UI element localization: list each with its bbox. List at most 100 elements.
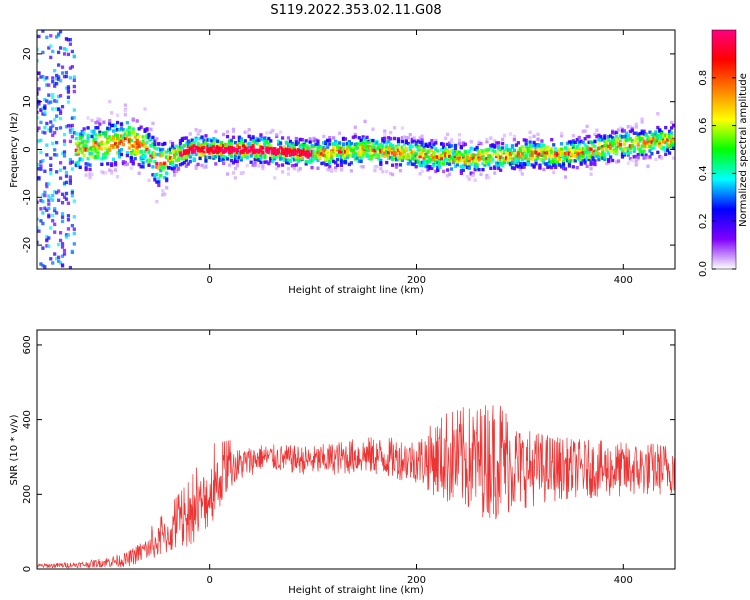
heatmap-cell xyxy=(137,140,141,145)
heatmap-cell xyxy=(491,153,495,157)
heatmap-cell xyxy=(379,148,383,153)
heatmap-cell xyxy=(316,142,320,146)
heatmap-cell xyxy=(37,116,39,120)
heatmap-cell xyxy=(487,157,491,162)
heatmap-cell xyxy=(172,155,177,159)
heatmap-cell xyxy=(616,128,621,132)
heatmap-cell xyxy=(39,219,43,223)
heatmap-cell xyxy=(251,136,255,141)
heatmap-cell xyxy=(391,144,395,149)
heatmap-cell xyxy=(68,265,72,269)
heatmap-cell xyxy=(96,120,100,124)
heatmap-cell xyxy=(408,159,412,163)
heatmap-cell xyxy=(412,149,416,153)
heatmap-cell xyxy=(642,149,646,153)
heatmap-cell xyxy=(202,153,206,157)
heatmap-cell xyxy=(343,137,348,141)
heatmap-cell xyxy=(104,146,108,151)
heatmap-cell xyxy=(406,136,410,140)
heatmap-cell xyxy=(57,94,61,99)
heatmap-cell xyxy=(68,178,72,183)
heatmap-cell xyxy=(78,147,82,151)
heatmap-cell xyxy=(208,147,212,151)
heatmap-cell xyxy=(53,131,57,135)
heatmap-cell xyxy=(463,157,467,162)
heatmap-cell xyxy=(664,125,668,130)
heatmap-cell xyxy=(400,139,405,144)
heatmap-cell xyxy=(312,149,316,153)
heatmap-cell xyxy=(113,161,118,165)
heatmap-cell xyxy=(127,133,131,137)
heatmap-cell xyxy=(155,137,159,141)
heatmap-cell xyxy=(108,135,112,139)
heatmap-cell xyxy=(475,155,479,159)
heatmap-cell xyxy=(558,157,562,162)
heatmap-cell xyxy=(440,157,444,161)
heatmap-cell xyxy=(184,155,188,159)
heatmap-cell xyxy=(96,142,100,147)
heatmap-cell xyxy=(391,157,395,162)
heatmap-cell xyxy=(57,77,61,81)
heatmap-cell xyxy=(137,150,141,155)
heatmap-cell xyxy=(53,222,57,227)
heatmap-cell xyxy=(459,152,463,156)
heatmap-cell xyxy=(396,142,401,147)
heatmap-cell xyxy=(524,142,528,146)
heatmap-cell xyxy=(300,137,304,142)
heatmap-cell xyxy=(178,155,183,159)
heatmap-cell xyxy=(117,141,122,145)
heatmap-cell xyxy=(514,164,518,168)
heatmap-cell xyxy=(650,136,654,141)
heatmap-cell xyxy=(312,136,316,141)
heatmap-cell xyxy=(161,149,165,154)
snr-axes-frame xyxy=(36,329,676,570)
heatmap-cell xyxy=(294,155,298,159)
heatmap-cell xyxy=(420,134,424,138)
heatmap-cell xyxy=(363,150,367,155)
heatmap-cell xyxy=(359,151,363,155)
heatmap-cell xyxy=(68,158,72,162)
heatmap-cell xyxy=(194,166,198,171)
heatmap-cell xyxy=(532,150,536,155)
heatmap-cell xyxy=(646,144,650,149)
heatmap-cell xyxy=(414,165,418,169)
colorbar: 0.00.20.40.60.8 Normalized spectral ampl… xyxy=(698,29,749,277)
heatmap-cell xyxy=(349,154,353,158)
heatmap-cell xyxy=(630,139,634,143)
heatmap-cell xyxy=(522,161,526,166)
heatmap-cell xyxy=(577,155,581,160)
heatmap-cell xyxy=(257,150,261,154)
heatmap-cell xyxy=(465,158,469,162)
heatmap-cell xyxy=(314,153,318,158)
heatmap-cell xyxy=(613,137,617,142)
heatmap-cell xyxy=(198,143,202,147)
heatmap-cell xyxy=(459,169,463,173)
heatmap-cell xyxy=(398,169,403,173)
heatmap-cell xyxy=(546,151,550,155)
heatmap-cell xyxy=(332,146,336,150)
heatmap-cell xyxy=(536,132,540,137)
heatmap-cell xyxy=(646,135,650,139)
heatmap-cell xyxy=(432,163,436,168)
heatmap-cell xyxy=(102,132,106,136)
heatmap-cell xyxy=(218,149,222,153)
heatmap-cell xyxy=(402,135,406,140)
heatmap-cell xyxy=(400,126,405,130)
heatmap-cell xyxy=(224,149,228,153)
heatmap-cell xyxy=(646,137,650,142)
heatmap-cell xyxy=(286,151,291,155)
heatmap-cell xyxy=(326,162,330,167)
heatmap-cell xyxy=(147,149,151,153)
heatmap-cell xyxy=(603,136,607,140)
heatmap-cell xyxy=(642,156,646,160)
heatmap-cell xyxy=(540,149,544,153)
heatmap-cell xyxy=(306,146,310,151)
heatmap-cell xyxy=(398,157,403,161)
heatmap-cell xyxy=(165,186,169,190)
heatmap-cell xyxy=(229,158,234,163)
heatmap-cell xyxy=(237,141,241,145)
heatmap-cell xyxy=(194,128,198,132)
heatmap-cell xyxy=(115,145,120,149)
heatmap-cell xyxy=(106,140,110,144)
heatmap-cell xyxy=(353,135,357,139)
